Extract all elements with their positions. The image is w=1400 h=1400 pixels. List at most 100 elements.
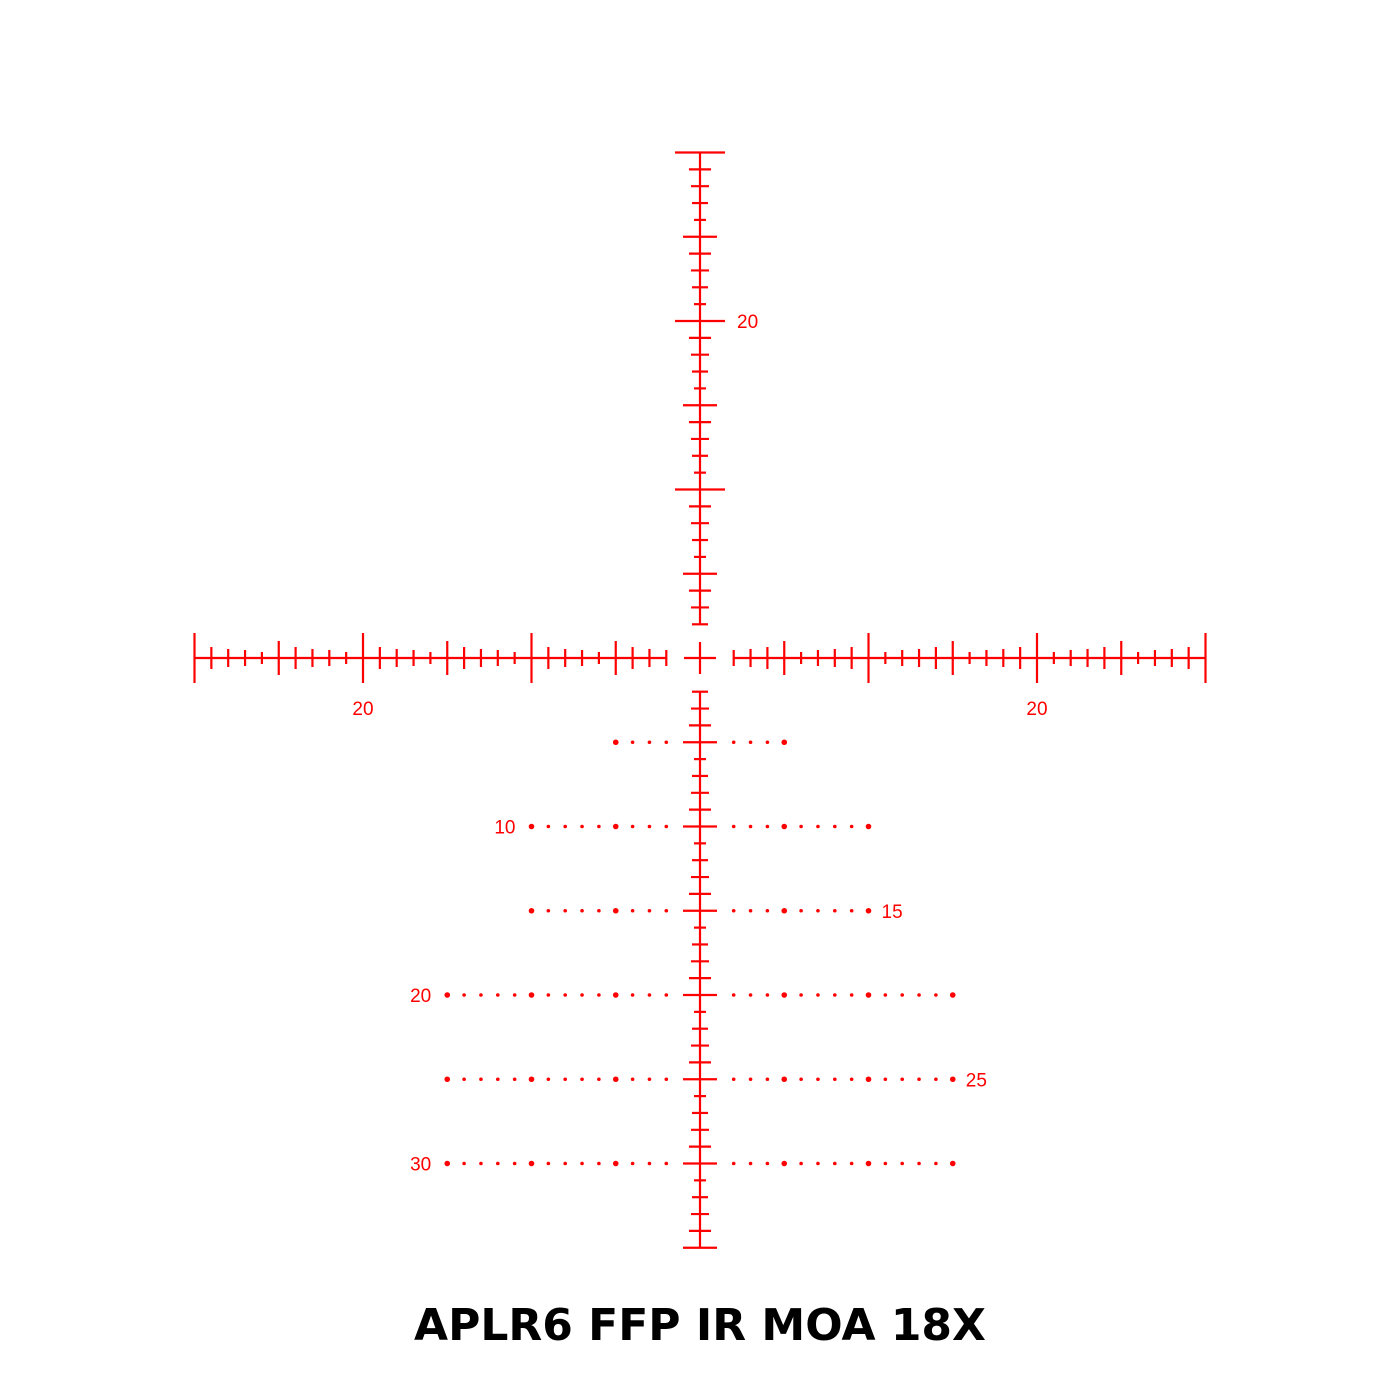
holdover-dot [816,1077,820,1082]
holdover-dot [647,824,652,829]
holdover-dot [563,993,567,997]
holdover-dot [781,1076,788,1083]
holdover-dot [563,824,567,829]
holdover-dot [748,740,753,745]
holdover-dot [479,1161,483,1166]
holdover-dot [883,993,888,997]
holdover-dot [833,1161,837,1166]
holdover-dot [934,1077,938,1082]
holdover-dot [630,908,635,913]
holdover-dot [900,993,904,997]
holdover-dot [563,1161,567,1166]
holdover-dot [612,992,619,998]
holdover-dot [765,740,770,745]
holdover-dot [496,993,500,997]
horizontal-scale-label: 20 [352,699,373,720]
holdover-dot [883,1077,888,1082]
holdover-dot [496,1077,500,1082]
holdover-dot [647,740,652,745]
holdover-dot [528,907,535,914]
holdover-dot [765,993,770,997]
holdover-dot [612,1160,619,1167]
holdover-label: 20 [410,986,431,1007]
holdover-dot [597,1161,601,1166]
holdover-dot [865,992,872,998]
holdover-dot [563,1077,567,1082]
holdover-dot [865,907,872,914]
holdover-dot [833,1077,837,1082]
holdover-dot [479,993,483,997]
holdover-dot [612,823,619,830]
holdover-dot [748,1077,753,1082]
holdover-dot [512,993,517,997]
holdover-dot [546,1077,551,1082]
holdover-label: 25 [966,1070,987,1091]
holdover-dot [883,1161,888,1166]
holdover-dot [612,907,619,914]
holdover-label: 15 [882,902,903,923]
holdover-dot [765,1077,770,1082]
holdover-dot [833,908,837,913]
holdover-dot [647,908,652,913]
holdover-dot [816,1161,820,1166]
holdover-dot [580,908,584,913]
holdover-dot [597,908,601,913]
reticle-title: APLR6 FFP IR MOA 18X [414,1300,986,1351]
holdover-dot [949,1160,956,1167]
holdover-dot [781,739,788,746]
holdover-dot [630,740,635,745]
holdover-dot [597,993,601,997]
holdover-dot [612,1076,619,1083]
holdover-dot [546,908,551,913]
holdover-dot [664,993,669,997]
holdover-dot [528,992,535,998]
holdover-dot [462,1161,466,1166]
holdover-dot [580,993,584,997]
holdover-dot [664,1077,669,1082]
holdover-dot [731,740,736,745]
holdover-dot [462,1077,466,1082]
holdover-dot [748,1161,753,1166]
holdover-dot [849,908,854,913]
holdover-dot [444,992,451,998]
holdover-dot [528,1160,535,1167]
holdover-dot [799,1077,803,1082]
holdover-dot [647,993,652,997]
holdover-dot [444,1076,451,1083]
holdover-dot [765,908,770,913]
holdover-dot [512,1161,517,1166]
holdover-dot [580,1161,584,1166]
holdover-dot [512,1077,517,1082]
holdover-dot [528,1076,535,1083]
holdover-dot [630,824,635,829]
holdover-dot [546,824,551,829]
holdover-dot [799,1161,803,1166]
holdover-dot [748,993,753,997]
holdover-dot [934,1161,938,1166]
holdover-dot [546,1161,551,1166]
holdover-dot [865,823,872,830]
holdover-dot [479,1077,483,1082]
holdover-dot [563,908,567,913]
holdover-dot [781,992,788,998]
holdover-dot [781,823,788,830]
holdover-dot [731,824,736,829]
holdover-dot [781,907,788,914]
holdover-dot [630,1161,635,1166]
holdover-dot [781,1160,788,1167]
holdover-dot [849,1077,854,1082]
holdover-dot [917,993,921,997]
holdover-dot [849,993,854,997]
holdover-dot [647,1077,652,1082]
holdover-dot [580,824,584,829]
holdover-dot [765,824,770,829]
holdover-dot [765,1161,770,1166]
holdover-dot [917,1161,921,1166]
holdover-dot [731,1077,736,1082]
holdover-dot [799,824,803,829]
holdover-dot [664,824,669,829]
holdover-dot [462,993,466,997]
holdover-dot [612,739,619,746]
holdover-dot [664,908,669,913]
